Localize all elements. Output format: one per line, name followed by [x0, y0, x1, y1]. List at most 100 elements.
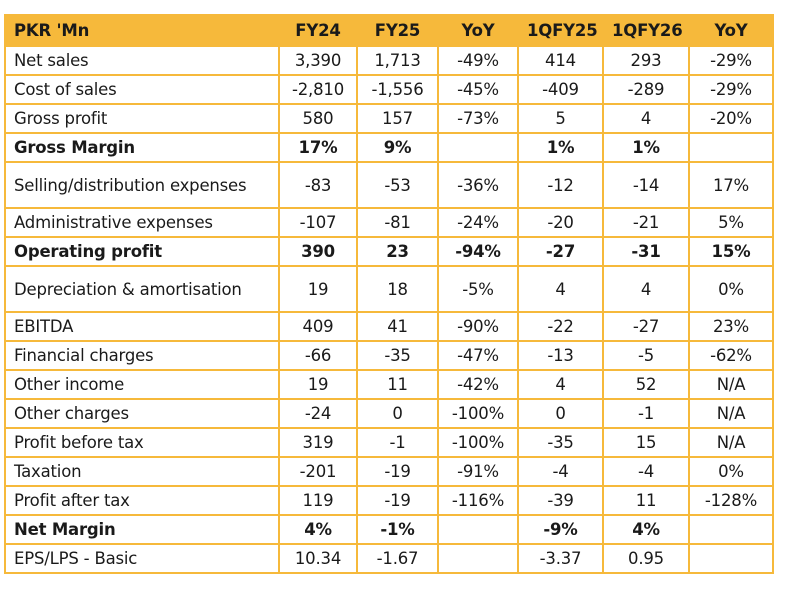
table-row: Selling/distribution expenses -83 -53 -36% -… — [4, 161, 774, 209]
table-row: Depreciation & amortisation 19 18 -5% 4 4 0% — [4, 265, 774, 313]
table-cell: -47% — [437, 340, 519, 371]
table-cell: -4 — [602, 456, 690, 487]
table-row: Taxation -201 -19 -91% -4 -4 0% — [4, 456, 774, 487]
table-cell: -22 — [517, 311, 604, 342]
table-cell: -409 — [517, 74, 604, 105]
table-cell: -42% — [437, 369, 519, 400]
table-cell: N/A — [688, 398, 774, 429]
table-cell: -36% — [437, 161, 519, 209]
table-cell: 5 — [517, 103, 604, 134]
table-cell: -83 — [278, 161, 358, 209]
table-cell: N/A — [688, 369, 774, 400]
row-label: EBITDA — [4, 311, 280, 342]
table-cell: 4% — [278, 514, 358, 545]
table-cell: 19 — [278, 369, 358, 400]
table-cell: -12 — [517, 161, 604, 209]
table-row: Gross profit 580 157 -73% 5 4 -20% — [4, 103, 774, 134]
table-cell: -1% — [356, 514, 439, 545]
table-cell: -100% — [437, 427, 519, 458]
table-cell: 4 — [602, 103, 690, 134]
table-cell — [688, 543, 774, 574]
table-cell: -94% — [437, 236, 519, 267]
table-cell — [688, 514, 774, 545]
table-cell: 409 — [278, 311, 358, 342]
table-cell: 41 — [356, 311, 439, 342]
table-cell: -100% — [437, 398, 519, 429]
table-cell: -73% — [437, 103, 519, 134]
table-cell: -35 — [356, 340, 439, 371]
table-row: Other charges -24 0 -100% 0 -1 N/A — [4, 398, 774, 429]
table-cell: 0 — [517, 398, 604, 429]
table-row: Administrative expenses -107 -81 -24% -20 -21… — [4, 207, 774, 238]
header-1qfy26: 1QFY26 — [602, 14, 690, 47]
table-cell: -1 — [356, 427, 439, 458]
table-cell: -20% — [688, 103, 774, 134]
table-row: Operating profit 390 23 -94% -27 -31 15% — [4, 236, 774, 267]
row-label: Selling/distribution expenses — [4, 161, 280, 209]
table-cell: 4% — [602, 514, 690, 545]
table-cell: -19 — [356, 485, 439, 516]
header-fy24: FY24 — [278, 14, 358, 47]
table-cell: 0 — [356, 398, 439, 429]
table-cell: 23 — [356, 236, 439, 267]
header-label: PKR 'Mn — [4, 14, 280, 47]
table-cell: -91% — [437, 456, 519, 487]
table-cell: 17% — [688, 161, 774, 209]
table-cell: -29% — [688, 45, 774, 76]
table-cell: -289 — [602, 74, 690, 105]
table-cell: 18 — [356, 265, 439, 313]
table-row: Gross Margin 17% 9% 1% 1% — [4, 132, 774, 163]
table-cell: -27 — [602, 311, 690, 342]
table-cell: 52 — [602, 369, 690, 400]
table-cell — [688, 132, 774, 163]
table-cell: 319 — [278, 427, 358, 458]
table-cell: -24 — [278, 398, 358, 429]
header-fy25: FY25 — [356, 14, 439, 47]
table-cell: -24% — [437, 207, 519, 238]
row-label: Other income — [4, 369, 280, 400]
table-cell: 1,713 — [356, 45, 439, 76]
table-cell: 390 — [278, 236, 358, 267]
row-label: Administrative expenses — [4, 207, 280, 238]
table-cell: -9% — [517, 514, 604, 545]
table-cell: 17% — [278, 132, 358, 163]
table-cell: -13 — [517, 340, 604, 371]
table-cell: 0% — [688, 456, 774, 487]
table-cell: -19 — [356, 456, 439, 487]
row-label: Cost of sales — [4, 74, 280, 105]
table-row: Net sales 3,390 1,713 -49% 414 293 -29% — [4, 45, 774, 76]
table-cell: -35 — [517, 427, 604, 458]
table-cell: -107 — [278, 207, 358, 238]
table-cell: N/A — [688, 427, 774, 458]
table-cell: 11 — [602, 485, 690, 516]
table-cell: 11 — [356, 369, 439, 400]
table-cell — [437, 514, 519, 545]
table-cell: -66 — [278, 340, 358, 371]
table-cell: -14 — [602, 161, 690, 209]
table-cell: 10.34 — [278, 543, 358, 574]
row-label: Other charges — [4, 398, 280, 429]
table-cell: 1% — [517, 132, 604, 163]
table-cell: 1% — [602, 132, 690, 163]
table-row: Profit after tax 119 -19 -116% -39 11 -128% — [4, 485, 774, 516]
table-cell: -5% — [437, 265, 519, 313]
table-row: Net Margin 4% -1% -9% 4% — [4, 514, 774, 545]
table-cell: -31 — [602, 236, 690, 267]
table-cell: -1,556 — [356, 74, 439, 105]
table-cell: -90% — [437, 311, 519, 342]
row-label: Gross Margin — [4, 132, 280, 163]
financial-summary-table: PKR 'Mn FY24 FY25 YoY 1QFY25 1QFY26 YoY … — [4, 14, 774, 574]
table-cell: 15% — [688, 236, 774, 267]
table-cell: 4 — [517, 369, 604, 400]
header-row: PKR 'Mn FY24 FY25 YoY 1QFY25 1QFY26 YoY — [4, 14, 774, 47]
header-yoy-annual: YoY — [437, 14, 519, 47]
table-cell: 23% — [688, 311, 774, 342]
table-cell: -201 — [278, 456, 358, 487]
table-cell: -4 — [517, 456, 604, 487]
row-label: Net Margin — [4, 514, 280, 545]
table-cell: 9% — [356, 132, 439, 163]
table-cell: -39 — [517, 485, 604, 516]
table-cell: 414 — [517, 45, 604, 76]
table-cell: -27 — [517, 236, 604, 267]
table-cell: -21 — [602, 207, 690, 238]
